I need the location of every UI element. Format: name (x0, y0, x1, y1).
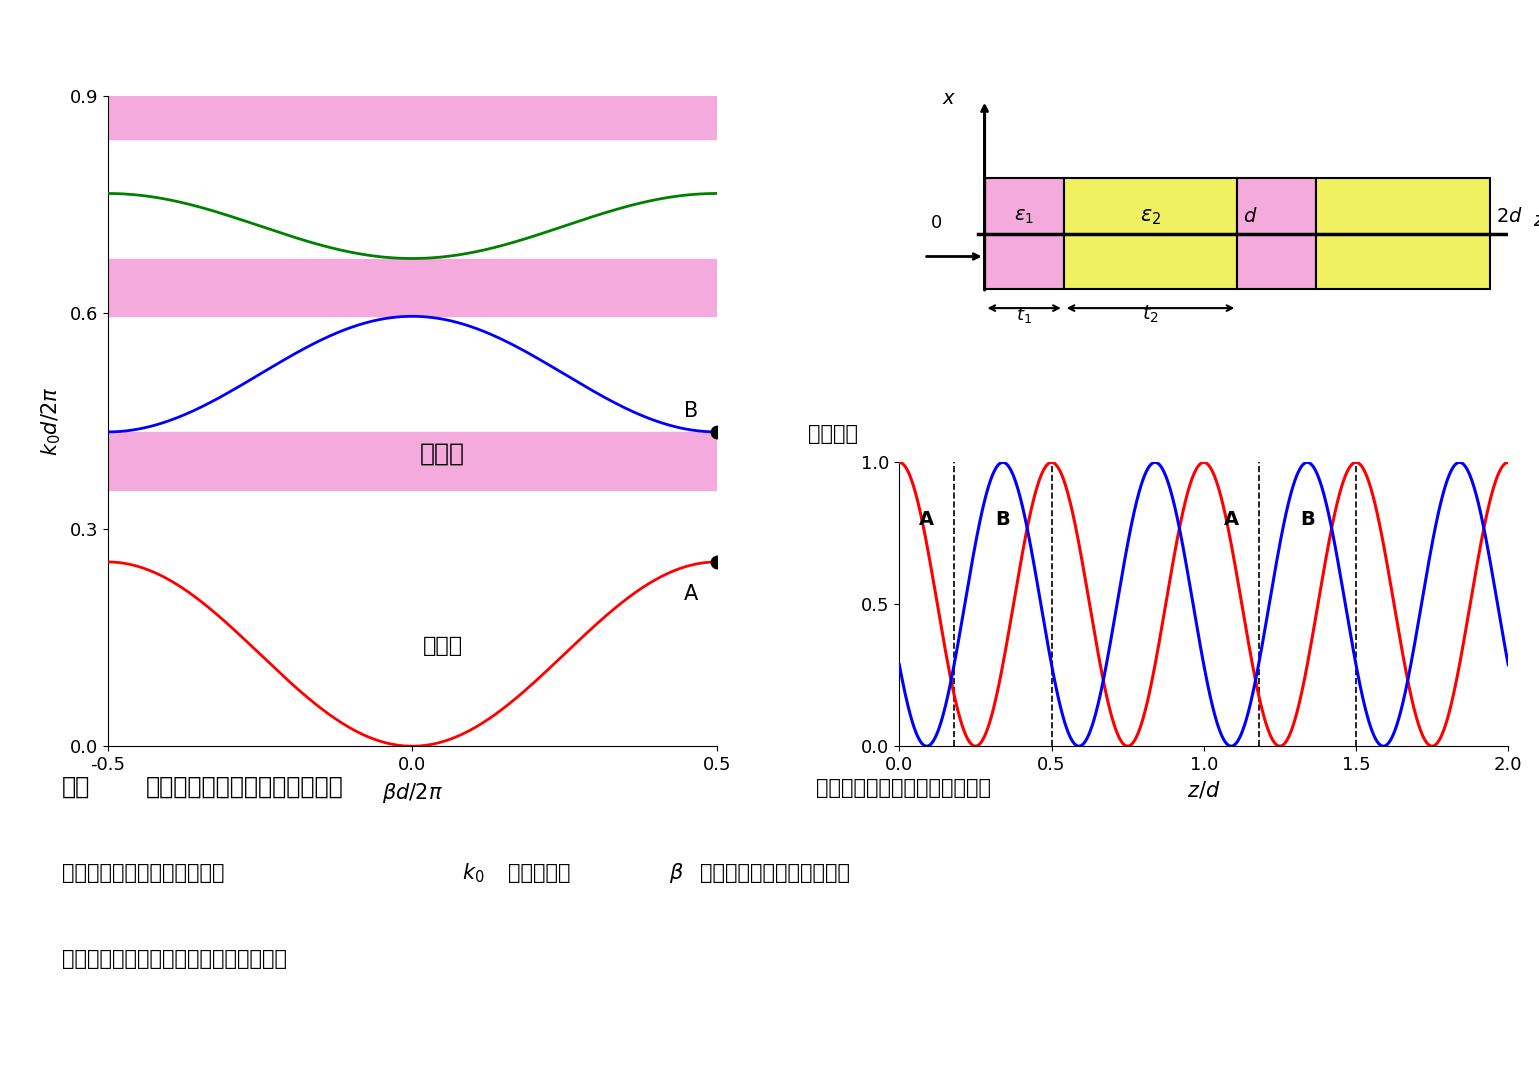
Text: と位相定数: と位相定数 (508, 863, 571, 884)
Bar (985, 178, 1063, 289)
Text: 0: 0 (931, 214, 942, 231)
Bar (108, 258, 717, 317)
Text: $\varepsilon_1$: $\varepsilon_1$ (1014, 208, 1034, 226)
Text: A: A (685, 584, 699, 603)
Text: はブリルアン図すなわち波数: はブリルアン図すなわち波数 (62, 863, 225, 884)
Text: 二乗電界: 二乗電界 (808, 423, 857, 443)
Y-axis label: $k_0 d/2\pi$: $k_0 d/2\pi$ (38, 386, 63, 456)
Text: $t_2$: $t_2$ (1142, 304, 1159, 325)
X-axis label: $\beta d/2\pi$: $\beta d/2\pi$ (382, 781, 443, 805)
Text: $t_1$: $t_1$ (1016, 305, 1033, 324)
Text: x: x (942, 88, 954, 108)
Text: 阻止域: 阻止域 (420, 441, 465, 466)
Bar (1063, 178, 1237, 289)
Text: z: z (1533, 211, 1539, 230)
Text: B: B (685, 401, 699, 421)
Text: $2d$: $2d$ (1496, 207, 1524, 226)
Text: $\varepsilon_2$: $\varepsilon_2$ (1140, 207, 1160, 227)
Text: 一次元多層周期構造中の波動: 一次元多層周期構造中の波動 (146, 775, 343, 800)
Text: $d$: $d$ (1244, 207, 1257, 226)
Text: 右上図は問題の周期構造，左図: 右上図は問題の周期構造，左図 (816, 778, 991, 798)
Bar (1237, 178, 1316, 289)
Bar (1316, 178, 1490, 289)
Text: $\beta$: $\beta$ (669, 861, 685, 886)
Text: の関係，右下図は点Ａ，Ｂ: の関係，右下図は点Ａ，Ｂ (700, 863, 850, 884)
Bar (108, 432, 717, 489)
Text: 図３: 図３ (62, 775, 89, 800)
Text: B: B (1300, 510, 1314, 529)
Text: A: A (919, 510, 934, 529)
Bar (108, 96, 717, 140)
Text: の固有値に対する二乗電界の層内分布．: の固有値に対する二乗電界の層内分布． (62, 949, 286, 969)
Text: B: B (996, 510, 1010, 529)
Text: 通過域: 通過域 (423, 636, 463, 657)
X-axis label: $z/d$: $z/d$ (1187, 779, 1220, 801)
Text: A: A (1224, 510, 1239, 529)
Text: $k_0$: $k_0$ (462, 861, 485, 885)
